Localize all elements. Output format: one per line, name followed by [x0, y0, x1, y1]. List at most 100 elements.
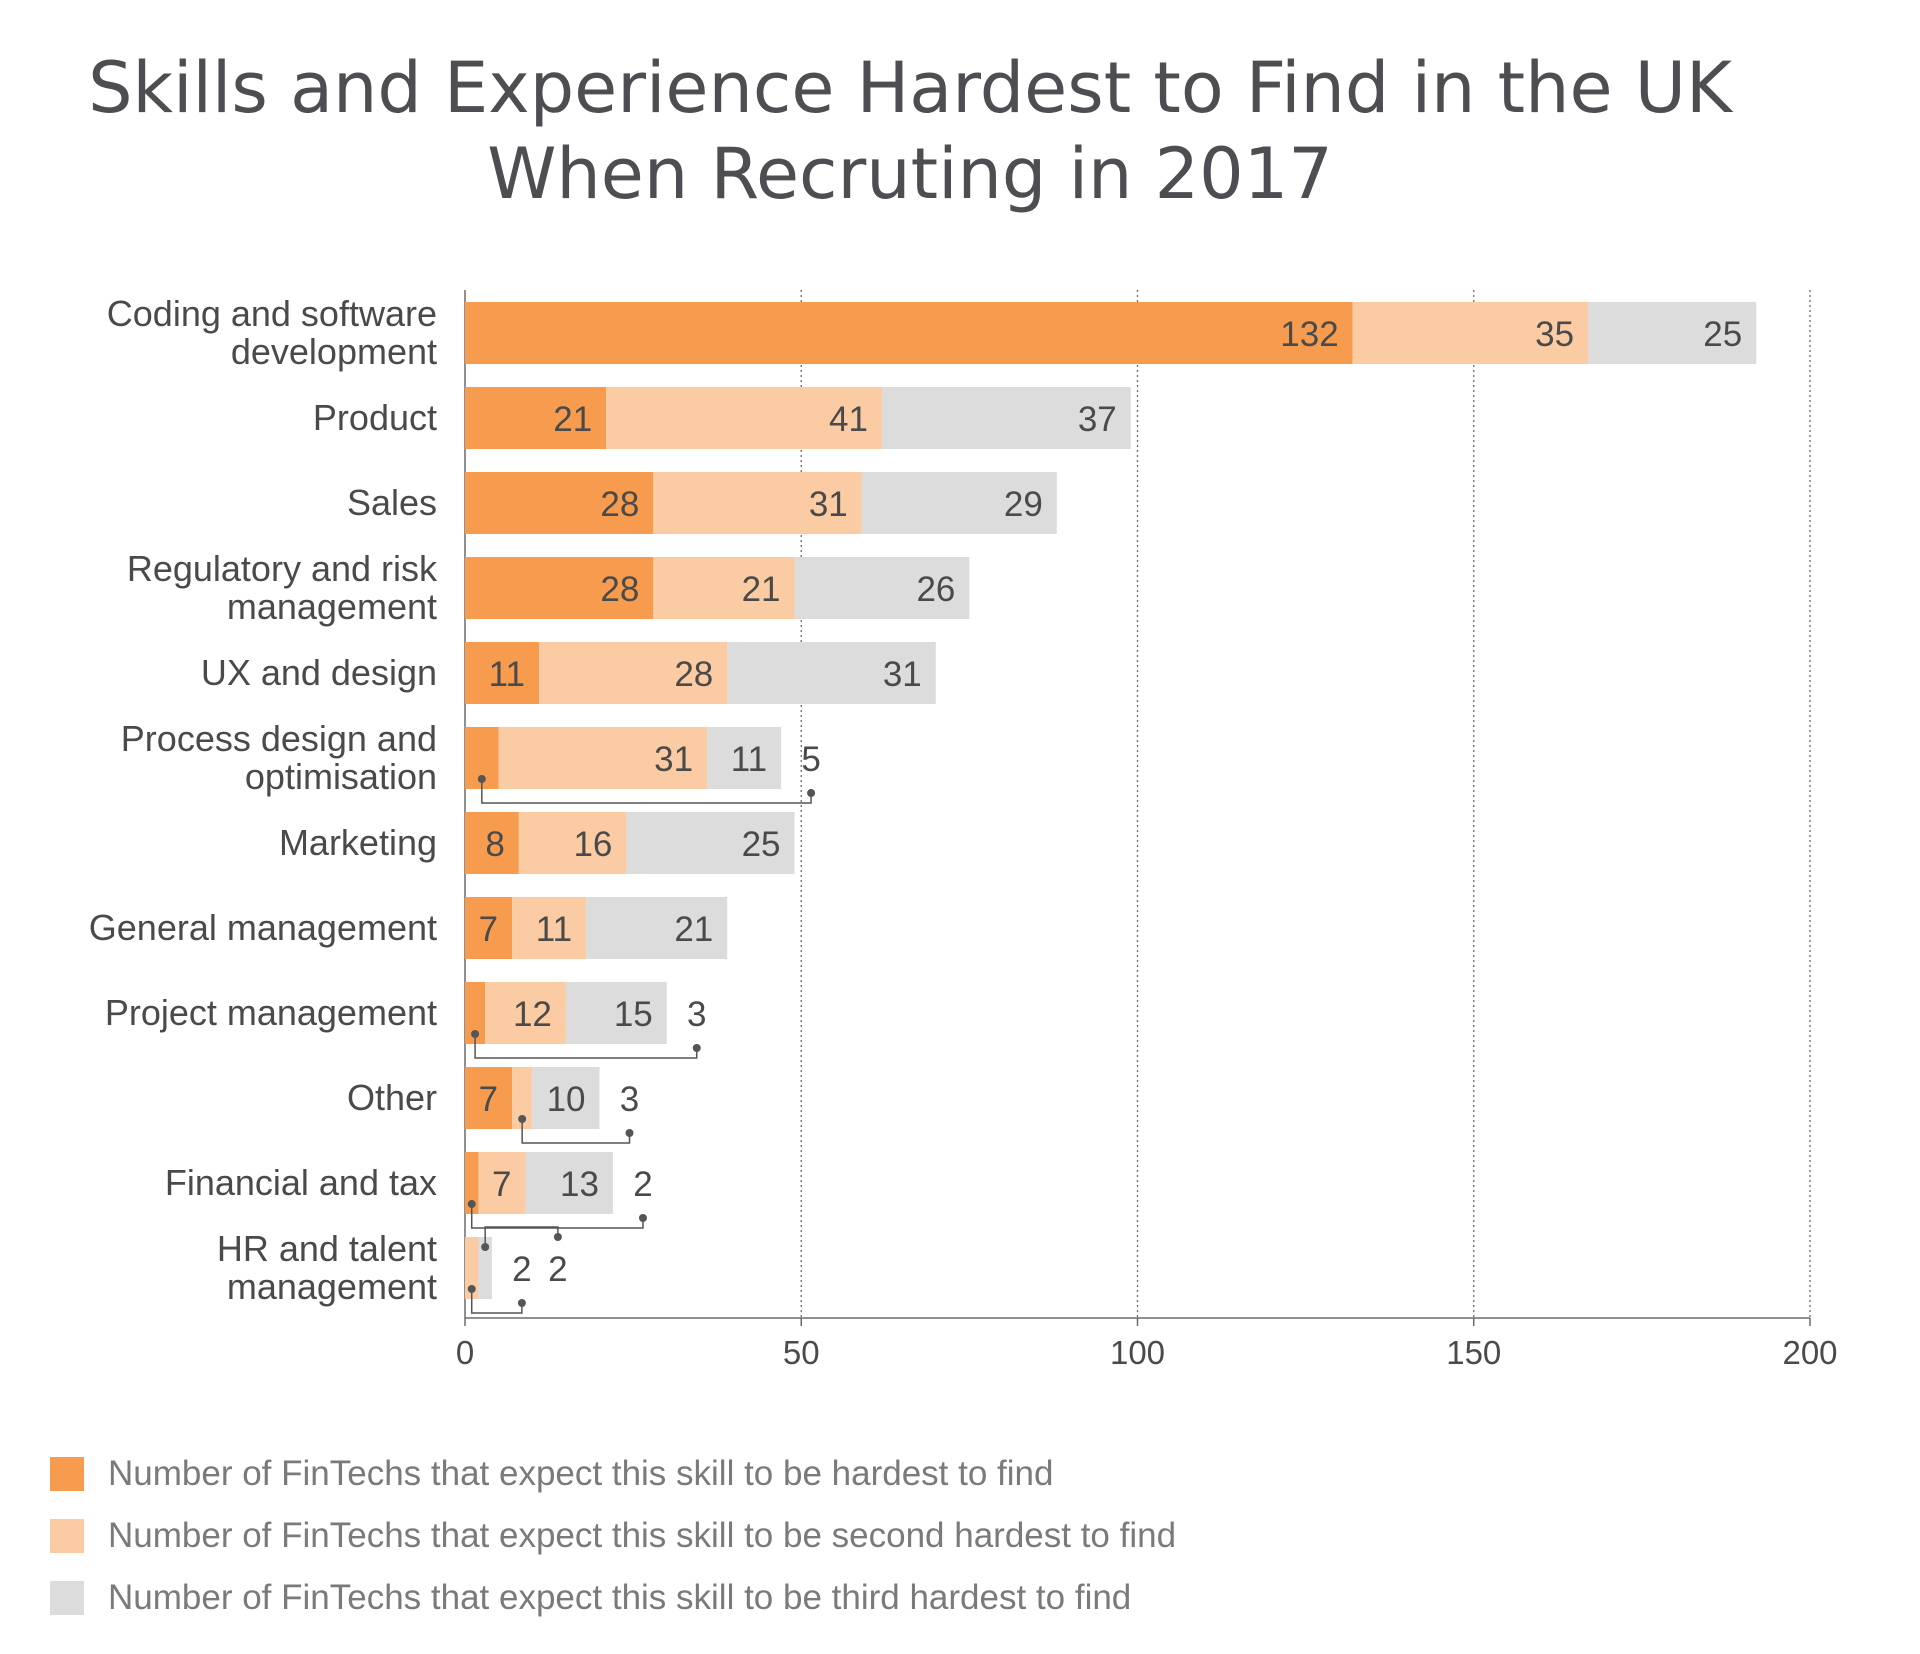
data-label: 11: [731, 740, 767, 779]
bar-segment: [538, 642, 728, 704]
bar-segment: [512, 1067, 533, 1129]
category-label: management: [227, 586, 437, 627]
category-label: development: [231, 331, 437, 372]
data-label: 7: [479, 1080, 498, 1119]
callout-line: [484, 1226, 559, 1247]
bar-segment: [465, 472, 654, 534]
category-label: Other: [347, 1077, 437, 1118]
bar-segment: [606, 387, 882, 449]
data-label: 28: [600, 570, 639, 609]
bar-segment: [465, 1237, 479, 1299]
callout-dot: [692, 1044, 701, 1052]
grid-lines: [464, 290, 1811, 1326]
category-label: Project management: [105, 992, 437, 1033]
bar-segment: [1352, 302, 1589, 364]
data-label: 3: [687, 995, 706, 1034]
bar-segment: [465, 1152, 479, 1214]
callouts: [467, 775, 816, 1314]
data-label: 28: [674, 655, 713, 694]
callout-dot: [518, 1115, 527, 1123]
bar-segment: [794, 557, 970, 619]
data-label: 31: [883, 655, 922, 694]
chart-title-line-1: Skills and Experience Hardest to Find in…: [88, 47, 1732, 129]
data-label: 28: [600, 485, 639, 524]
data-label: 31: [654, 740, 693, 779]
data-label: 2: [512, 1250, 531, 1289]
legend-item: Number of FinTechs that expect this skil…: [50, 1443, 1176, 1505]
chart-title-line-2: When Recruting in 2017: [487, 133, 1333, 215]
category-label: UX and design: [201, 652, 437, 693]
data-label: 11: [536, 910, 572, 949]
bar-segment: [565, 982, 667, 1044]
data-label: 12: [513, 995, 552, 1034]
bar-segment: [478, 1237, 492, 1299]
category-label: HR and talent: [217, 1228, 437, 1269]
x-tick-label: 200: [1782, 1334, 1837, 1371]
category-label: optimisation: [245, 756, 437, 797]
legend-label: Number of FinTechs that expect this skil…: [108, 1454, 1054, 1493]
data-label: 25: [742, 825, 781, 864]
category-label: Regulatory and risk: [127, 548, 438, 589]
data-label: 10: [547, 1080, 586, 1119]
legend: Number of FinTechs that expect this skil…: [50, 1443, 1176, 1629]
bar-segment: [525, 1152, 613, 1214]
labels: 0 50 100 150 200 Coding and softwaredevelopme…: [89, 293, 1838, 1371]
data-label: 7: [492, 1165, 511, 1204]
bar-segment: [653, 557, 795, 619]
data-label: 3: [620, 1080, 639, 1119]
callout-dot: [638, 1214, 647, 1222]
legend-item: Number of FinTechs that expect this skil…: [50, 1505, 1176, 1567]
bar-segment: [465, 557, 654, 619]
data-label: 35: [1535, 315, 1574, 354]
callout-line: [474, 1034, 698, 1059]
x-tick-label: 50: [783, 1334, 820, 1371]
callout-dot: [471, 1030, 480, 1038]
data-label: 21: [553, 400, 592, 439]
legend-swatch: [50, 1519, 84, 1553]
data-label: 21: [674, 910, 713, 949]
bar-segment: [478, 1152, 526, 1214]
data-label: 2: [633, 1165, 652, 1204]
chart-title: Skills and Experience Hardest to Find in…: [0, 45, 1820, 217]
callout-dot: [807, 789, 816, 797]
bar-segment: [626, 812, 795, 874]
data-label: 41: [829, 400, 868, 439]
bar-segment: [1588, 302, 1757, 364]
callout-dot: [477, 775, 486, 783]
bar-segment: [861, 472, 1057, 534]
callout-line: [521, 1119, 631, 1144]
bar-segment: [485, 982, 566, 1044]
data-label: 31: [809, 485, 848, 524]
x-tick-label: 0: [456, 1334, 474, 1371]
legend-label: Number of FinTechs that expect this skil…: [108, 1578, 1132, 1617]
data-label: 7: [479, 910, 498, 949]
callout-line: [481, 779, 812, 804]
bars: [465, 302, 1757, 1299]
data-label: 15: [614, 995, 653, 1034]
data-label: 8: [485, 825, 504, 864]
data-label: 13: [560, 1165, 599, 1204]
legend-swatch: [50, 1581, 84, 1615]
bar-segment: [707, 727, 782, 789]
bar-segment: [465, 642, 539, 704]
callout-dot: [553, 1233, 562, 1241]
data-label: 29: [1004, 485, 1043, 524]
bar-segment: [653, 472, 862, 534]
data-label: 11: [489, 655, 525, 694]
bar-segment: [465, 897, 513, 959]
bar-segment: [465, 302, 1353, 364]
category-label: Marketing: [279, 822, 437, 863]
bar-segment: [727, 642, 936, 704]
bar-segment: [465, 1067, 513, 1129]
category-label: General management: [89, 907, 437, 948]
bar-segment: [518, 812, 627, 874]
data-label: 21: [742, 570, 781, 609]
callout-dot: [481, 1243, 490, 1251]
callout-dot: [517, 1299, 526, 1307]
data-label: 37: [1078, 400, 1117, 439]
category-label: Financial and tax: [165, 1162, 437, 1203]
bar-segment: [881, 387, 1131, 449]
bar-segment: [465, 812, 519, 874]
callout-dot: [625, 1129, 634, 1137]
